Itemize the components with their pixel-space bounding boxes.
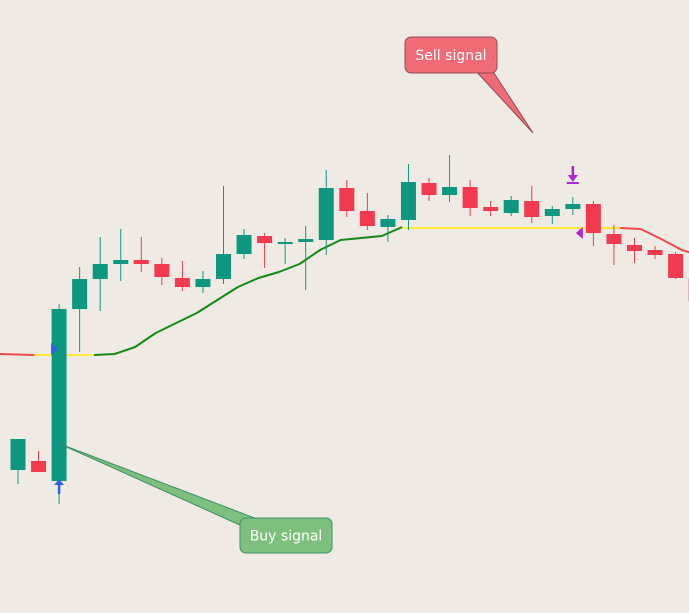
candle-body — [524, 201, 540, 217]
candle-body — [257, 236, 273, 243]
candle — [31, 451, 47, 472]
candle-body — [298, 239, 314, 242]
callout-label: Buy signal — [250, 529, 323, 545]
candle-body — [92, 264, 108, 279]
candle-body — [31, 461, 47, 472]
signals — [51, 166, 583, 494]
sell-signal-callout: Sell signal — [404, 36, 534, 134]
candle — [462, 180, 478, 216]
candle — [421, 178, 437, 201]
candle-body — [544, 209, 560, 216]
sell-signal-marker — [566, 166, 583, 239]
candle — [380, 215, 396, 242]
candle-body — [400, 182, 416, 220]
candle-body — [585, 204, 601, 233]
candle-body — [359, 211, 375, 226]
candle — [503, 196, 519, 216]
candle-body — [174, 278, 190, 287]
callout-box — [239, 517, 333, 554]
candle — [359, 193, 375, 230]
candle — [174, 261, 190, 291]
candle — [236, 229, 252, 259]
candle — [154, 258, 170, 285]
candle-body — [668, 254, 684, 278]
candle-body — [462, 187, 478, 208]
candle-body — [442, 187, 458, 195]
candle-body — [10, 439, 26, 470]
candle — [216, 186, 231, 284]
buy-triangle-icon — [51, 343, 59, 355]
trail-segment-down — [0, 353, 35, 356]
candle — [668, 252, 684, 279]
candle — [318, 170, 334, 255]
candle-body — [647, 250, 663, 255]
candle — [257, 233, 273, 268]
callout-box — [404, 36, 498, 74]
candle-body — [195, 279, 211, 287]
candle-body — [236, 235, 252, 254]
candle-body — [72, 279, 88, 309]
candle — [10, 439, 26, 484]
candle — [647, 246, 663, 259]
candle — [51, 304, 67, 504]
sell-triangle-icon — [575, 227, 583, 239]
candle-body — [627, 245, 642, 251]
trailing-stop-line — [0, 226, 689, 356]
candle — [339, 180, 355, 217]
callout-label: Sell signal — [415, 48, 486, 64]
candle — [298, 226, 314, 290]
buy-arrow-up-icon — [54, 479, 65, 485]
candle — [627, 238, 642, 263]
candle-body — [133, 260, 149, 264]
candle-body — [421, 183, 437, 195]
candle — [72, 267, 88, 352]
candle-body — [277, 242, 293, 244]
candle — [277, 238, 293, 264]
buy-signal-callout: Buy signal — [59, 443, 333, 554]
candle-body — [113, 260, 129, 264]
candle-body — [318, 188, 334, 240]
candle — [565, 197, 581, 215]
candle — [400, 164, 416, 230]
candle — [113, 229, 129, 281]
sell-arrow-down-icon — [567, 175, 578, 182]
candle — [585, 201, 601, 246]
candle — [195, 271, 211, 293]
candle — [606, 225, 622, 265]
candle-body — [339, 188, 355, 211]
annotations: Buy signal Sell signal — [59, 36, 534, 554]
candle-body — [380, 219, 396, 227]
candle — [133, 237, 149, 272]
candle — [483, 201, 499, 216]
candle — [524, 186, 540, 223]
candles — [10, 155, 689, 504]
candle-body — [483, 207, 499, 211]
candle — [544, 206, 560, 224]
trail-segment-down — [620, 227, 689, 254]
candle — [442, 155, 458, 202]
candle-body — [51, 309, 67, 481]
candle-body — [216, 254, 231, 279]
buy-signal-marker — [51, 343, 65, 494]
candle-body — [606, 234, 622, 244]
candle-body — [565, 204, 581, 209]
candle-body — [503, 200, 519, 213]
trail-segment-up — [93, 226, 403, 356]
candle-body — [154, 264, 170, 277]
candle — [92, 237, 108, 311]
